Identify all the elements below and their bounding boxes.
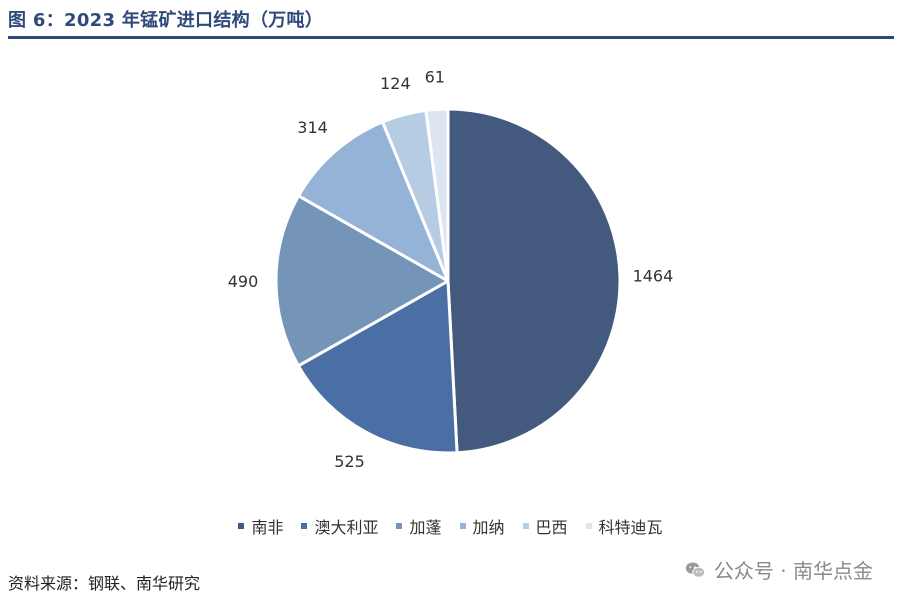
legend-swatch <box>396 523 403 529</box>
watermark-text: 公众号 · 南华点金 <box>713 559 873 583</box>
legend-label: 南非 <box>251 518 284 537</box>
legend-item-6: 科特迪瓦 <box>585 514 663 538</box>
chart-legend: 南非 澳大利亚 加蓬 加纳 巴西 科特迪瓦 <box>0 514 901 538</box>
legend-label: 科特迪瓦 <box>598 518 663 537</box>
data-label-4: 314 <box>297 118 328 137</box>
pie-slice-2 <box>296 279 459 455</box>
data-label-5: 124 <box>380 74 411 93</box>
legend-item-4: 加纳 <box>459 514 505 538</box>
legend-item-5: 巴西 <box>522 514 568 538</box>
legend-item-2: 澳大利亚 <box>301 514 378 538</box>
page-title: 图 6：2023 年锰矿进口结构（万吨） <box>8 10 324 31</box>
legend-item-3: 加蓬 <box>396 514 442 538</box>
legend-label: 澳大利亚 <box>314 518 379 537</box>
legend-swatch <box>238 523 245 529</box>
source-note: 资料来源：钢联、南华研究 <box>8 574 201 593</box>
data-label-3: 490 <box>228 272 259 291</box>
data-label-6: 61 <box>425 67 445 86</box>
legend-item-1: 南非 <box>238 514 283 538</box>
wechat-icon <box>685 561 706 578</box>
watermark: 公众号 · 南华点金 <box>684 555 873 584</box>
pie-slice-6 <box>424 107 450 283</box>
pie-slice-4 <box>297 120 450 283</box>
data-label-2: 525 <box>334 452 365 471</box>
legend-label: 加蓬 <box>409 518 442 537</box>
legend-swatch <box>459 523 466 529</box>
pie-slice-1 <box>446 107 622 455</box>
title-divider <box>8 36 894 39</box>
legend-swatch <box>585 523 592 529</box>
pie-chart: 1464 525 490 314 124 61 <box>228 67 674 471</box>
legend-label: 加纳 <box>472 518 505 537</box>
legend-swatch <box>301 523 308 529</box>
legend-label: 巴西 <box>535 518 568 537</box>
pie-slice-3 <box>274 194 450 368</box>
legend-swatch <box>522 523 529 529</box>
data-label-1: 1464 <box>633 267 674 286</box>
